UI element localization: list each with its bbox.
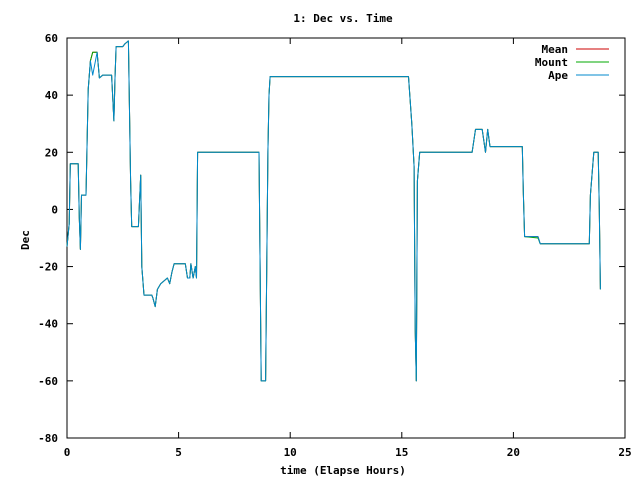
legend-label-mount: Mount (535, 56, 568, 69)
plot-frame (66, 37, 626, 439)
series-line-mean (66, 40, 601, 382)
y-tick-label: -80 (38, 432, 58, 445)
x-tick-label: 15 (395, 446, 408, 459)
x-tick-label: 20 (507, 446, 520, 459)
y-tick-label: -20 (38, 261, 58, 274)
y-axis: -80 -60 -40 -20 0 20 40 60 (38, 32, 625, 445)
y-tick-label: -60 (38, 375, 58, 388)
y-tick-label: 40 (45, 89, 58, 102)
x-tick-label: 10 (284, 446, 297, 459)
legend-label-mean: Mean (542, 43, 569, 56)
series-line-mount (66, 40, 601, 382)
chart-title: 1: Dec vs. Time (293, 12, 393, 25)
series-lines (66, 40, 601, 382)
y-tick-label: 0 (51, 203, 58, 216)
series-line-ape (66, 40, 601, 382)
legend-label-ape: Ape (548, 69, 568, 82)
x-axis-label: time (Elapse Hours) (280, 464, 406, 477)
x-tick-label: 0 (64, 446, 71, 459)
x-tick-label: 25 (618, 446, 631, 459)
y-tick-label: -40 (38, 318, 58, 331)
x-tick-label: 5 (175, 446, 182, 459)
y-tick-label: 20 (45, 146, 58, 159)
x-axis: 0 5 10 15 20 25 (64, 38, 632, 459)
y-tick-label: 60 (45, 32, 58, 45)
y-axis-label: Dec (19, 230, 32, 250)
